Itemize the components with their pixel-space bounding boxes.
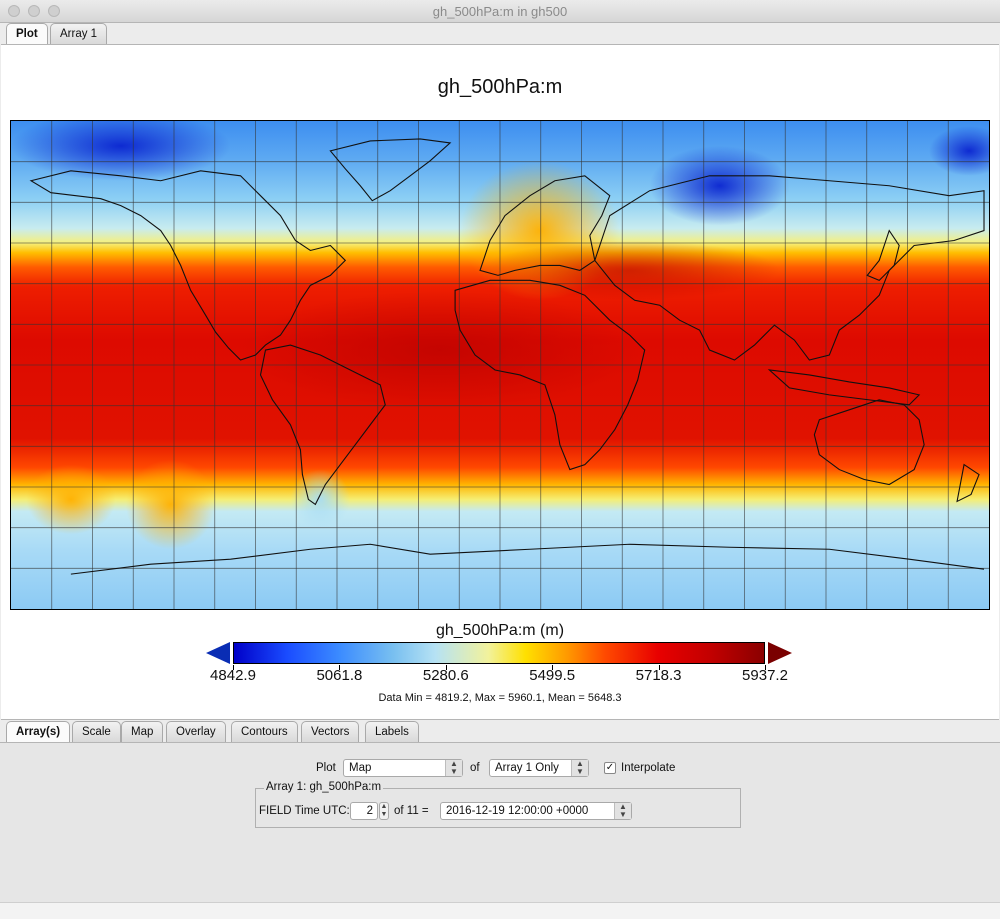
- chevron-updown-icon: ▲ ▼: [571, 760, 588, 776]
- coastline-greenland: [329, 138, 452, 202]
- coastline-europe: [479, 175, 611, 276]
- colorbar-tick-label: 4842.9: [210, 667, 256, 684]
- of-label: of: [470, 762, 480, 774]
- colorbar-tick-label: 5280.6: [422, 667, 469, 684]
- tab-plot[interactable]: Plot: [6, 23, 48, 45]
- colorbar-tick: [765, 665, 766, 670]
- colorbar-tick-label: 5061.8: [316, 667, 363, 684]
- time-count-label: of 11 =: [394, 805, 429, 817]
- data-stats: Data Min = 4819.2, Max = 5960.1, Mean = …: [378, 692, 622, 704]
- colorbar-tick: [552, 665, 554, 670]
- heatmap-low-blob: [11, 121, 231, 181]
- interpolate-checkbox[interactable]: ✓: [604, 762, 616, 774]
- coastline-north-america: [29, 170, 347, 361]
- heatmap-ridge-blob: [480, 240, 780, 301]
- heatmap-low-blob: [929, 125, 989, 176]
- time-value: 2016-12-19 12:00:00 +0000: [446, 805, 589, 817]
- tab-overlay[interactable]: Overlay: [166, 721, 226, 742]
- minimize-window-button[interactable]: [28, 5, 40, 17]
- status-strip: [0, 902, 1000, 919]
- colorbar-tick: [233, 665, 234, 670]
- tab-contours[interactable]: Contours: [231, 721, 298, 742]
- chevron-updown-icon: ▲ ▼: [614, 803, 631, 819]
- colorbar-tick-label: 5499.5: [529, 667, 576, 684]
- interpolate-label: Interpolate: [621, 762, 676, 774]
- heatmap-ridge-blob: [25, 464, 116, 535]
- bottom-tab-bar: Array(s) Scale Map Overlay Contours Vect…: [0, 721, 1000, 743]
- time-index-stepper[interactable]: ▲ ▼: [379, 802, 389, 820]
- plot-title: gh_500hPa:m: [437, 76, 563, 98]
- tab-array-1[interactable]: Array 1: [50, 23, 108, 44]
- time-index-input[interactable]: 2: [350, 802, 378, 820]
- time-value-select[interactable]: 2016-12-19 12:00:00 +0000 ▲ ▼: [440, 802, 632, 820]
- colorbar-tick: [445, 665, 447, 670]
- coastline-asia: [594, 175, 985, 361]
- coastline-japan: [866, 229, 900, 281]
- array-1-group: Array 1: gh_500hPa:m FIELD Time UTC: 2 ▲…: [255, 781, 741, 828]
- window-titlebar: gh_500hPa:m in gh500: [0, 0, 1000, 23]
- field-time-label: FIELD Time UTC:: [259, 805, 350, 817]
- array-select[interactable]: Array 1 Only ▲ ▼: [489, 759, 589, 777]
- coastline-new-zealand: [956, 463, 980, 503]
- zoom-window-button[interactable]: [48, 5, 60, 17]
- colorbar-tick-label: 5718.3: [635, 667, 682, 684]
- plot-type-value: Map: [349, 762, 372, 774]
- plot-type-select[interactable]: Map ▲ ▼: [343, 759, 463, 777]
- heatmap-low-blob: [649, 145, 790, 226]
- array-select-value: Array 1 Only: [495, 762, 559, 774]
- colorbar-tick: [339, 665, 341, 670]
- heatmap-trough-blob: [290, 469, 351, 530]
- coastline-africa: [454, 279, 646, 471]
- colorbar-label: gh_500hPa:m (m): [435, 622, 565, 639]
- heatmap-world-map[interactable]: [10, 120, 990, 610]
- window-title: gh_500hPa:m in gh500: [432, 4, 568, 19]
- tab-arrays[interactable]: Array(s): [6, 721, 71, 743]
- chevron-updown-icon: ▲ ▼: [445, 760, 462, 776]
- heatmap-ridge-blob: [125, 459, 216, 550]
- coastline-indonesia: [767, 369, 921, 406]
- top-tab-bar: Plot Array 1: [0, 23, 1000, 45]
- map-grid: [11, 121, 989, 609]
- coastline-antarctica: [70, 543, 985, 575]
- coastline-south-america: [259, 344, 386, 506]
- plot-type-label: Plot: [316, 762, 336, 774]
- colorbar: [233, 642, 765, 664]
- coastlines: [29, 138, 985, 575]
- colorbar-tick: [658, 665, 660, 670]
- tab-scale[interactable]: Scale: [72, 721, 121, 742]
- heatmap-ridge-blob: [240, 290, 640, 410]
- colorbar-max-arrow: [768, 642, 792, 664]
- tab-map[interactable]: Map: [121, 721, 164, 742]
- colorbar-tick-label: 5937.2: [742, 667, 788, 684]
- array-1-group-title: Array 1: gh_500hPa:m: [264, 781, 384, 793]
- colorbar-min-arrow: [206, 642, 230, 664]
- close-window-button[interactable]: [8, 5, 20, 17]
- tab-vectors[interactable]: Vectors: [301, 721, 360, 742]
- coastline-australia: [813, 399, 925, 486]
- arrays-panel: Plot Map ▲ ▼ of Array 1 Only ▲ ▼ ✓ Interpo…: [0, 742, 1000, 903]
- checkmark-icon: ✓: [605, 762, 615, 773]
- plot-panel: gh_500hPa:m: [1, 44, 999, 720]
- tab-labels[interactable]: Labels: [365, 721, 419, 742]
